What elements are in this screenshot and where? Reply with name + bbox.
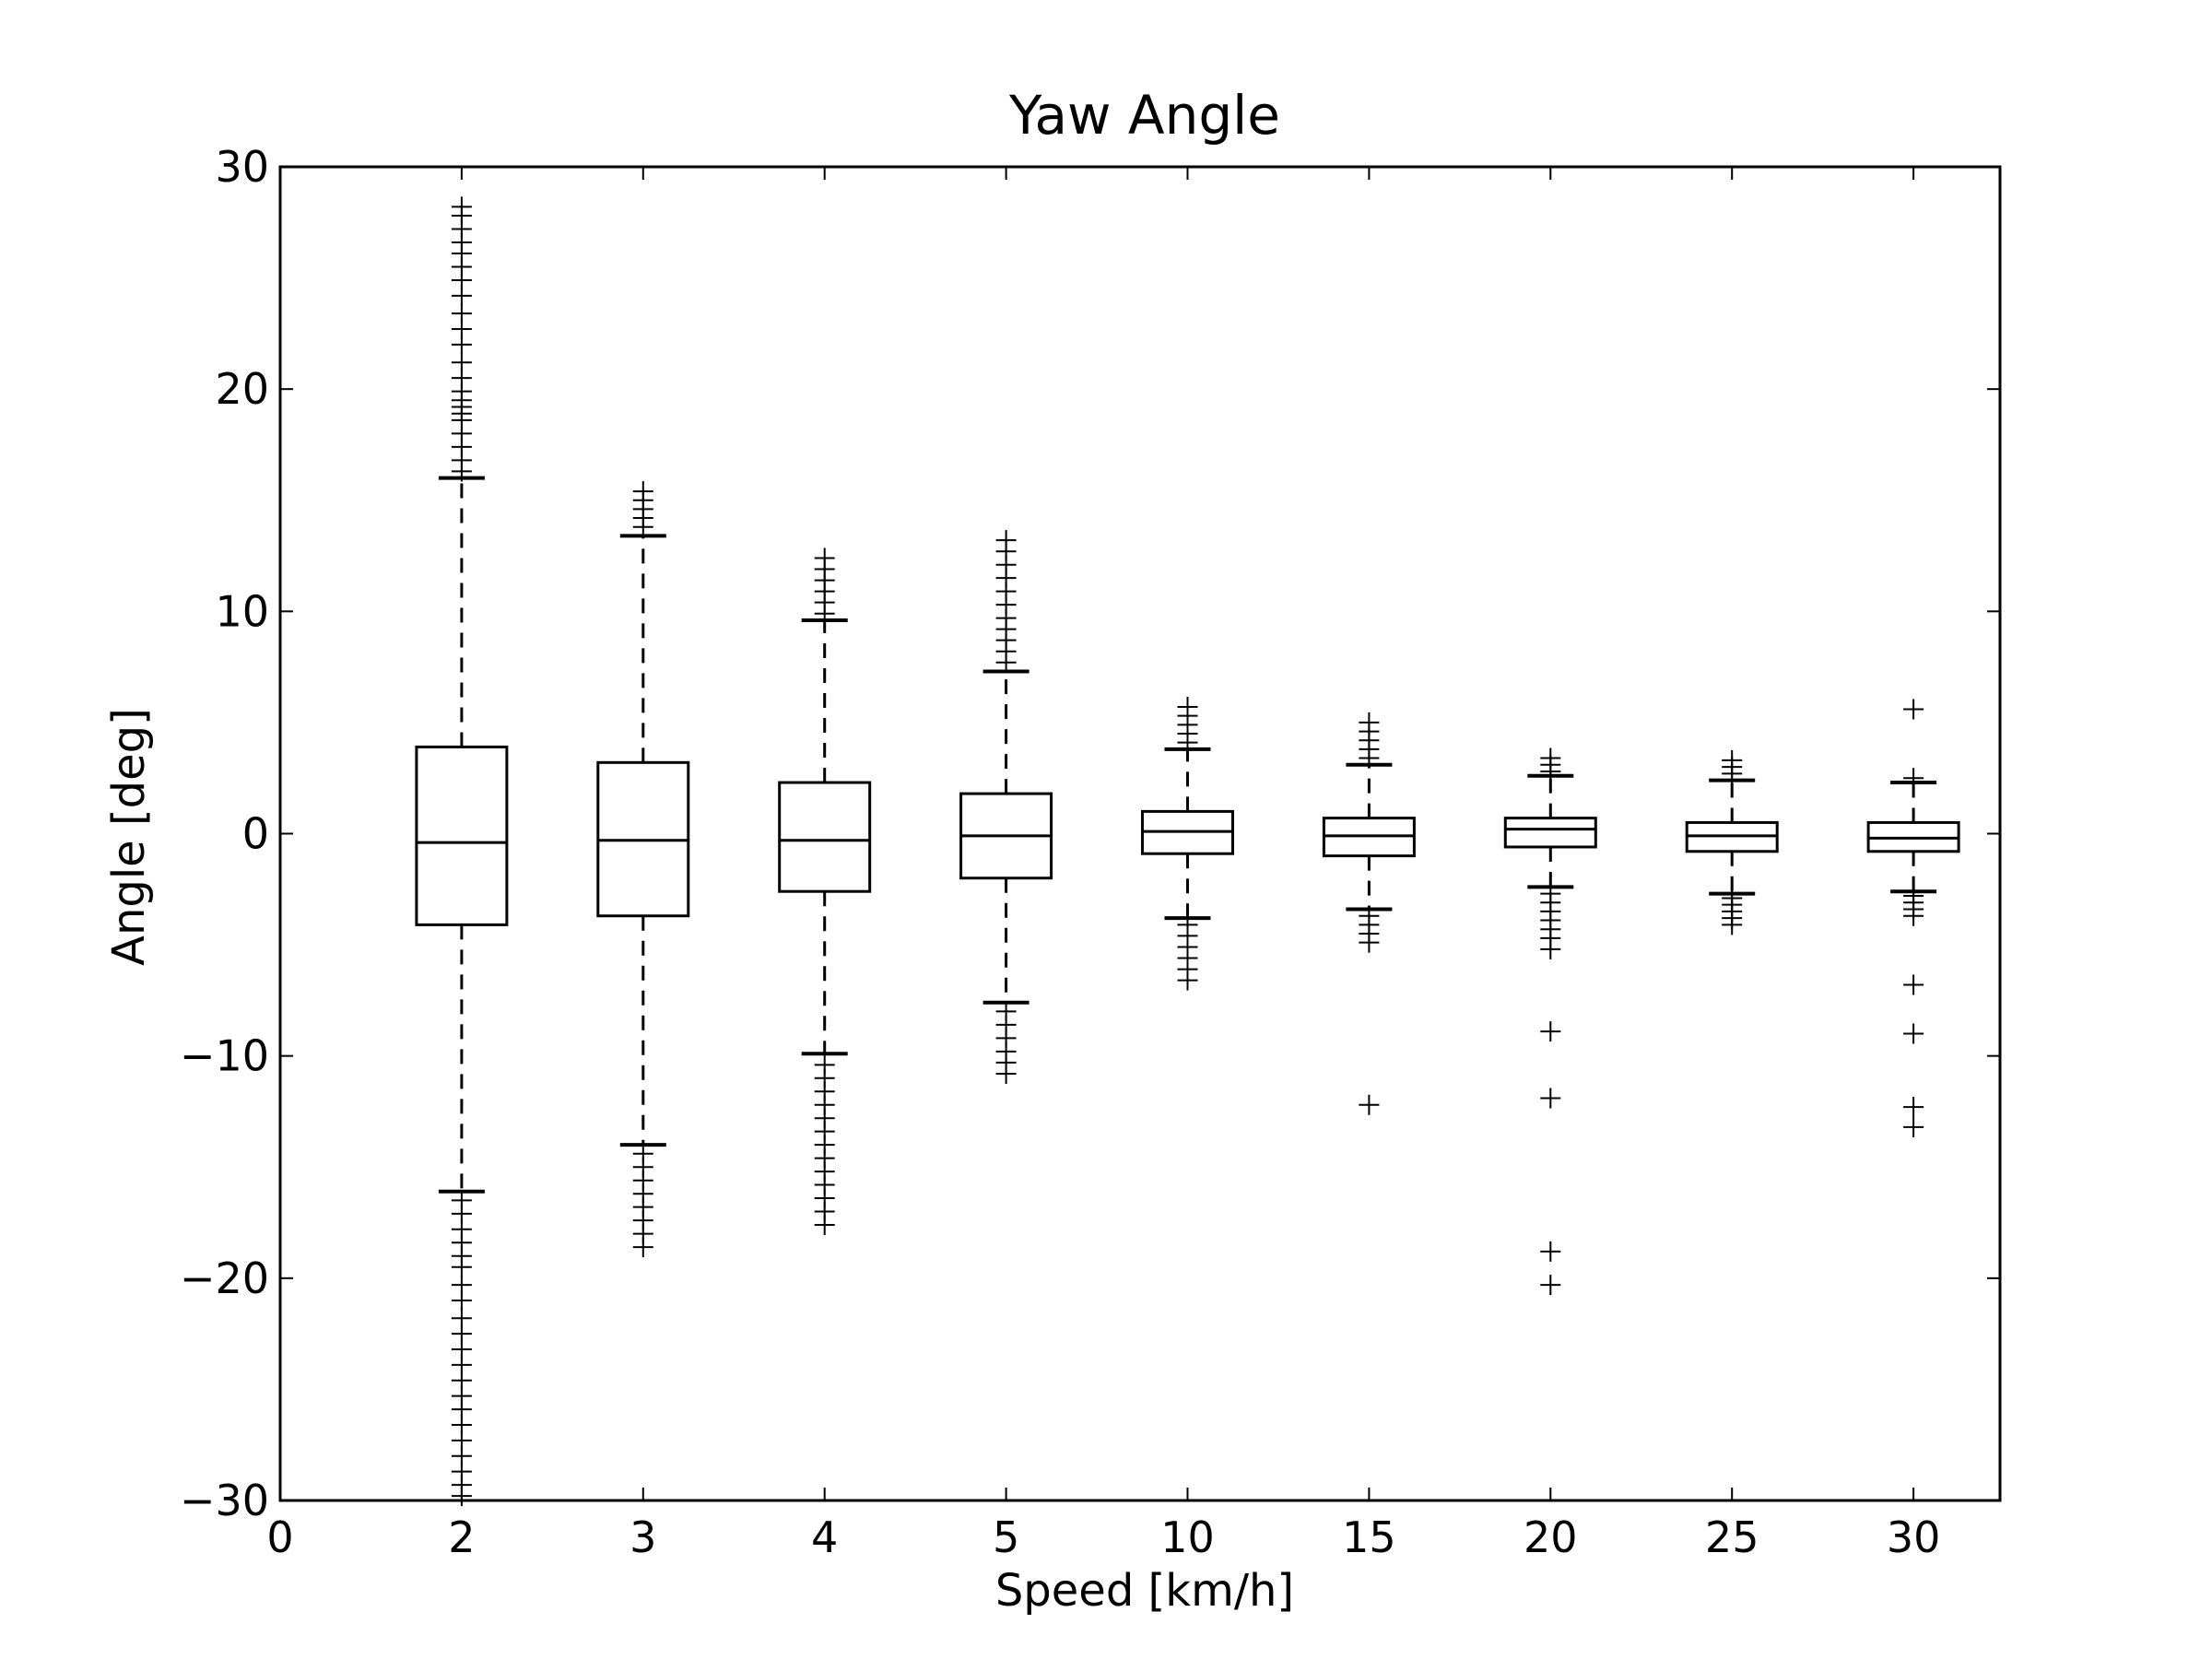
outlier-point: [1903, 1097, 1924, 1118]
box-group-20: [1503, 747, 1597, 1296]
box-group-30: [1866, 699, 1960, 1137]
x-tick-label: 3: [629, 1512, 656, 1562]
y-tick-label: −10: [180, 1031, 269, 1081]
box-group-2: [415, 196, 509, 1507]
outlier-point: [1359, 1094, 1380, 1115]
x-tick-label: 5: [993, 1512, 1019, 1562]
outlier-point: [1177, 697, 1198, 718]
outlier-point: [995, 530, 1017, 551]
outlier-point: [632, 481, 653, 502]
outlier-point: [1540, 1021, 1561, 1042]
x-tick-label: 15: [1342, 1512, 1396, 1562]
outlier-point: [1903, 974, 1924, 995]
plot-area: −30 −20 −10 0 10 20 30 0 2 3 4 5 10 15 20 25 30: [180, 142, 2000, 1562]
outlier-point: [1359, 712, 1380, 733]
iqr-box: [778, 781, 872, 893]
x-tick-label: 25: [1705, 1512, 1759, 1562]
outlier-point: [1540, 938, 1561, 959]
outlier-point: [1903, 699, 1924, 720]
chart-title: Yaw Angle: [1008, 84, 1280, 147]
outlier-point: [451, 196, 472, 218]
y-tick-label: 10: [215, 586, 269, 636]
box-group-10: [1141, 697, 1234, 991]
outlier-point: [1540, 1088, 1561, 1109]
outlier-point: [1903, 768, 1924, 789]
outlier-point: [1722, 749, 1743, 771]
outlier-point: [451, 1256, 472, 1277]
box-group-25: [1685, 749, 1779, 935]
iqr-box: [415, 745, 509, 926]
outlier-point: [451, 352, 472, 373]
x-tick-label: 0: [266, 1512, 293, 1562]
outlier-point: [632, 1237, 653, 1258]
box-group-15: [1322, 712, 1416, 1115]
outlier-point: [1540, 1275, 1561, 1296]
outlier-point: [1903, 1023, 1924, 1044]
y-axis-label: Angle [deg]: [103, 708, 155, 966]
y-tick-label: −20: [180, 1253, 269, 1303]
outlier-point: [814, 547, 835, 569]
y-tick-label: −30: [180, 1476, 269, 1525]
outlier-point: [995, 1063, 1017, 1084]
x-tick-label: 20: [1524, 1512, 1578, 1562]
outlier-point: [1903, 1116, 1924, 1137]
outlier-point: [1540, 1241, 1561, 1262]
box-group-3: [596, 481, 690, 1258]
outlier-point: [451, 1486, 472, 1507]
box-group-4: [778, 547, 872, 1235]
x-tick-label: 2: [448, 1512, 475, 1562]
outlier-point: [451, 1289, 472, 1311]
outlier-point: [1903, 905, 1924, 926]
y-tick-label: 0: [242, 809, 269, 859]
outlier-point: [451, 303, 472, 324]
x-tick-label: 4: [811, 1512, 838, 1562]
outlier-point: [814, 1214, 835, 1235]
x-tick-label: 10: [1160, 1512, 1215, 1562]
box-group-5: [959, 530, 1053, 1084]
plot-frame: [278, 165, 2002, 1502]
x-axis-label: Speed [km/h]: [995, 1565, 1294, 1617]
x-tick-label: 30: [1887, 1512, 1941, 1562]
outlier-point: [1177, 970, 1198, 991]
outlier-point: [1722, 914, 1743, 935]
outlier-point: [1359, 932, 1380, 953]
y-tick-label: 30: [215, 142, 269, 192]
y-tick-label: 20: [215, 364, 269, 414]
outlier-point: [1540, 747, 1561, 769]
iqr-box: [1503, 817, 1597, 849]
